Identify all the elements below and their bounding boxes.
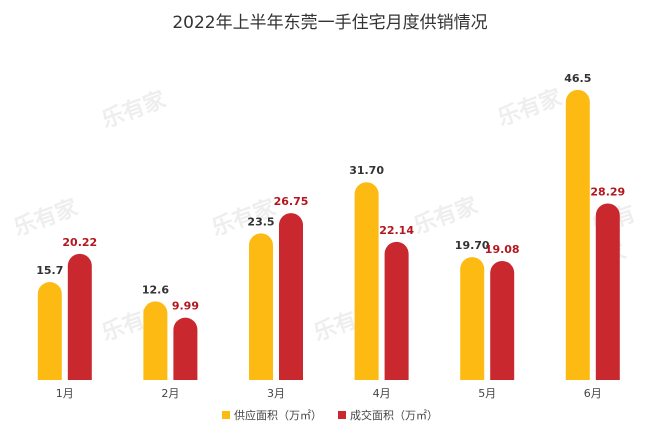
- x-tick-label: 4月: [373, 387, 391, 400]
- legend-item-sold: 成交面积（万㎡）: [338, 407, 438, 423]
- bar-sold-5: [490, 260, 515, 380]
- data-label-supply-4: 31.70: [349, 164, 384, 177]
- data-label-supply-5: 19.70: [455, 239, 490, 252]
- data-label-supply-1: 15.7: [36, 264, 63, 277]
- bar-chart: 15.7 20.22 1月 12.69.99 2月 23.526.75 3月 31.70 22.…: [36, 72, 625, 400]
- x-tick-label: 5月: [478, 387, 496, 400]
- data-label-supply-2: 12.6: [142, 283, 169, 296]
- bar-supply-4: [354, 182, 379, 380]
- data-label-sold-4: 22.14: [379, 224, 414, 237]
- x-tick-label: 3月: [267, 387, 285, 400]
- bar-supply-3: [249, 233, 273, 380]
- bar-supply-2: [143, 301, 168, 380]
- data-label-sold-6: 28.29: [590, 185, 625, 198]
- bar-supply-1: [37, 282, 62, 380]
- bar-sold-4: [384, 241, 409, 380]
- legend-label-supply: 供应面积（万㎡）: [234, 409, 322, 422]
- data-label-sold-5: 19.08: [485, 243, 520, 256]
- chart-title: 2022年上半年东莞一手住宅月度供销情况: [172, 13, 488, 33]
- data-label-supply-6: 46.5: [564, 72, 591, 85]
- bar-sold-2: [173, 317, 198, 380]
- legend: 供应面积（万㎡） 成交面积（万㎡）: [0, 407, 660, 423]
- legend-swatch-supply: [222, 411, 230, 419]
- legend-item-supply: 供应面积（万㎡）: [222, 407, 322, 423]
- bar-sold-6: [595, 203, 620, 380]
- legend-label-sold: 成交面积（万㎡）: [350, 409, 438, 422]
- data-label-sold-2: 9.99: [172, 300, 199, 313]
- bar-sold-1: [67, 253, 92, 380]
- data-label-sold-3: 26.75: [274, 195, 309, 208]
- x-tick-label: 1月: [56, 387, 74, 400]
- bar-supply-5: [460, 257, 485, 380]
- bar-sold-3: [279, 213, 303, 380]
- x-tick-label: 6月: [584, 387, 602, 400]
- bar-supply-6: [565, 89, 590, 380]
- legend-swatch-sold: [338, 411, 346, 419]
- data-label-supply-3: 23.5: [247, 215, 274, 228]
- data-label-sold-1: 20.22: [62, 236, 97, 249]
- x-tick-label: 2月: [161, 387, 179, 400]
